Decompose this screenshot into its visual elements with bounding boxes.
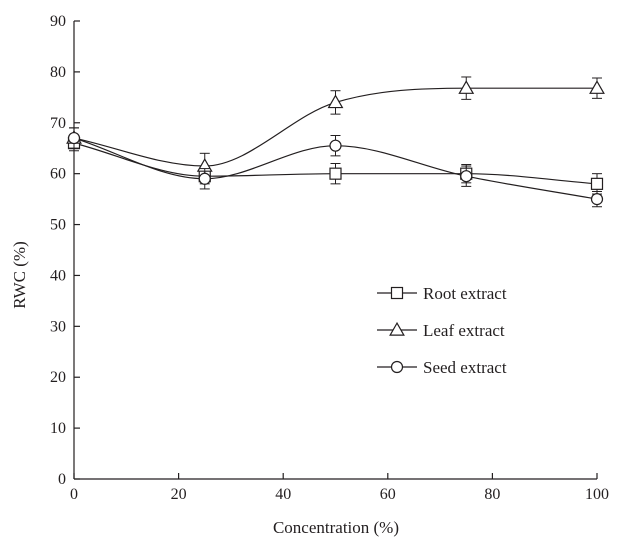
y-tick-label: 30 bbox=[50, 318, 66, 335]
x-axis-label: Concentration (%) bbox=[273, 518, 399, 537]
data-point-root-extract bbox=[329, 167, 342, 180]
x-tick-label: 80 bbox=[484, 486, 500, 503]
legend-marker bbox=[389, 321, 405, 336]
data-point-leaf-extract bbox=[589, 80, 605, 94]
x-tick-label: 0 bbox=[70, 486, 78, 503]
y-tick-label: 40 bbox=[50, 267, 66, 284]
legend-item-seed-extract: Seed extract bbox=[377, 358, 507, 377]
y-tick-label: 20 bbox=[50, 369, 66, 386]
data-point-root-extract bbox=[590, 177, 604, 190]
data-point-seed-extract bbox=[67, 131, 81, 145]
legend-marker bbox=[390, 360, 404, 374]
y-tick-label: 0 bbox=[58, 471, 66, 488]
data-point-leaf-extract bbox=[458, 80, 475, 94]
y-tick-label: 50 bbox=[50, 217, 66, 234]
data-point-seed-extract bbox=[590, 193, 604, 206]
x-tick-label: 100 bbox=[585, 486, 609, 503]
legend-label: Leaf extract bbox=[423, 321, 505, 340]
series-seed-extract bbox=[67, 127, 604, 208]
y-axis-label: RWC (%) bbox=[10, 241, 29, 309]
legend: Root extract Leaf extract Seed extract bbox=[377, 284, 507, 377]
legend-item-leaf-extract: Leaf extract bbox=[377, 321, 505, 340]
x-tick-label: 60 bbox=[380, 486, 396, 503]
legend-label: Seed extract bbox=[423, 358, 507, 377]
legend-marker bbox=[390, 286, 404, 300]
data-point-seed-extract bbox=[198, 172, 211, 185]
legend-label: Root extract bbox=[423, 284, 507, 303]
data-point-seed-extract bbox=[460, 170, 473, 183]
x-tick-label: 20 bbox=[171, 486, 187, 503]
y-tick-label: 60 bbox=[50, 166, 66, 183]
y-tick-label: 70 bbox=[50, 115, 66, 132]
axes bbox=[73, 21, 597, 480]
plot-area bbox=[66, 76, 605, 208]
ticks: 0 10 20 30 40 50 60 70 80 90 0 20 40 60 80 100 bbox=[50, 13, 609, 503]
y-tick-label: 80 bbox=[50, 64, 66, 81]
data-point-seed-extract bbox=[329, 139, 342, 152]
legend-item-root-extract: Root extract bbox=[377, 284, 507, 303]
y-tick-label: 10 bbox=[50, 420, 66, 437]
x-tick-label: 40 bbox=[275, 486, 291, 503]
y-tick-label: 90 bbox=[50, 13, 66, 30]
data-point-leaf-extract bbox=[327, 94, 344, 109]
